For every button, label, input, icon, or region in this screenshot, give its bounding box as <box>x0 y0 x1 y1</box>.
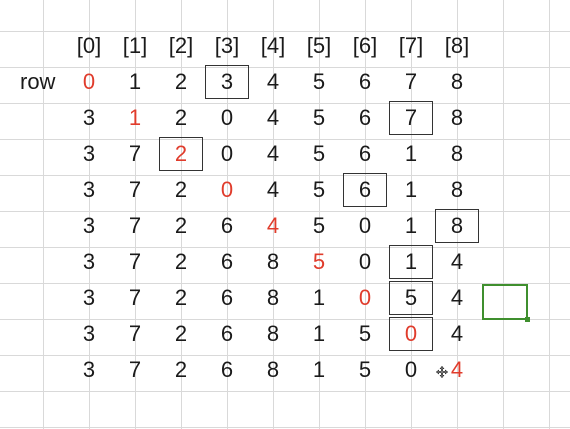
table-cell[interactable]: 0 <box>220 105 234 130</box>
table-cell[interactable]: 1 <box>312 357 326 382</box>
column-header: [3] <box>214 33 240 58</box>
table-cell[interactable]: 2 <box>174 69 188 94</box>
table-cell[interactable]: 3 <box>82 249 96 274</box>
table-cell[interactable]: 8 <box>266 285 280 310</box>
column-header: [7] <box>398 33 424 58</box>
table-cell[interactable]: 2 <box>174 357 188 382</box>
table-cell[interactable]: 2 <box>174 213 188 238</box>
table-cell[interactable]: 1 <box>404 177 418 202</box>
table-cell[interactable]: 7 <box>128 321 142 346</box>
table-cell[interactable]: 5 <box>358 321 372 346</box>
table-cell[interactable]: 3 <box>82 177 96 202</box>
table-cell[interactable]: 6 <box>358 69 372 94</box>
table-cell[interactable]: 8 <box>450 141 464 166</box>
table-cell[interactable]: 6 <box>358 141 372 166</box>
column-header: [0] <box>76 33 102 58</box>
table-cell[interactable]: 0 <box>388 316 434 352</box>
table-cell[interactable]: 0 <box>358 213 372 238</box>
table-cell[interactable]: 2 <box>174 105 188 130</box>
table-cell[interactable]: 8 <box>266 249 280 274</box>
table-cell[interactable]: 3 <box>82 321 96 346</box>
table-cell[interactable]: 7 <box>388 100 434 136</box>
table-cell[interactable]: 5 <box>312 141 326 166</box>
table-cell[interactable]: 6 <box>358 105 372 130</box>
table-cell[interactable]: 6 <box>220 357 234 382</box>
table-cell[interactable]: 2 <box>174 321 188 346</box>
table-cell[interactable]: 4 <box>266 69 280 94</box>
table-cell[interactable]: 4 <box>450 249 464 274</box>
table-cell[interactable]: 1 <box>128 105 142 130</box>
table-cell[interactable]: 7 <box>404 69 418 94</box>
table-cell[interactable]: 8 <box>434 208 480 244</box>
table-cell[interactable]: 4 <box>266 141 280 166</box>
column-header: [8] <box>444 33 470 58</box>
table-cell[interactable]: 4 <box>450 321 464 346</box>
table-cell[interactable]: 5 <box>312 69 326 94</box>
table-cell[interactable]: 6 <box>220 213 234 238</box>
table-cell[interactable]: 4 <box>450 285 464 310</box>
move-cursor-icon <box>436 366 448 378</box>
table-cell[interactable]: 1 <box>128 69 142 94</box>
table-cell[interactable]: 5 <box>312 249 326 274</box>
table-cell[interactable]: 2 <box>174 285 188 310</box>
table-cell[interactable]: 3 <box>82 357 96 382</box>
table-cell[interactable]: 0 <box>404 357 418 382</box>
table-cell[interactable]: 0 <box>358 249 372 274</box>
table-cell[interactable]: 6 <box>220 321 234 346</box>
table-cell[interactable]: 5 <box>358 357 372 382</box>
table-cell[interactable]: 7 <box>128 177 142 202</box>
table-cell[interactable]: 1 <box>388 244 434 280</box>
table-cell[interactable]: 7 <box>128 357 142 382</box>
table-cell[interactable]: 8 <box>266 357 280 382</box>
table-cell[interactable]: 2 <box>174 249 188 274</box>
table-cell[interactable]: 3 <box>204 64 250 100</box>
column-header: [6] <box>352 33 378 58</box>
column-header: [2] <box>168 33 194 58</box>
table-cell[interactable]: 8 <box>450 177 464 202</box>
selected-cell[interactable] <box>482 284 530 322</box>
table-cell[interactable]: 0 <box>358 285 372 310</box>
table-cell[interactable]: 4 <box>266 105 280 130</box>
table-cell[interactable]: 3 <box>82 141 96 166</box>
table-cell[interactable]: 0 <box>82 69 96 94</box>
table-cell[interactable]: 5 <box>312 213 326 238</box>
row-label: row <box>20 69 56 94</box>
table-cell[interactable]: 1 <box>404 213 418 238</box>
table-cell[interactable]: 2 <box>158 136 204 172</box>
table-cell[interactable]: 2 <box>174 177 188 202</box>
table-cell[interactable]: 5 <box>388 280 434 316</box>
table-cell[interactable]: 1 <box>404 141 418 166</box>
table-cell[interactable]: 8 <box>450 105 464 130</box>
table-cell[interactable]: 4 <box>266 213 280 238</box>
table-cell[interactable]: 5 <box>312 105 326 130</box>
table-cell[interactable]: 7 <box>128 213 142 238</box>
column-header: [1] <box>122 33 148 58</box>
table-cell[interactable]: 6 <box>220 285 234 310</box>
table-cell[interactable]: 4 <box>450 357 464 382</box>
table-cell[interactable]: 8 <box>450 69 464 94</box>
table-cell[interactable]: 7 <box>128 285 142 310</box>
table-cell[interactable]: 8 <box>266 321 280 346</box>
table-cell[interactable]: 6 <box>220 249 234 274</box>
table-cell[interactable]: 3 <box>82 213 96 238</box>
table-cell[interactable]: 1 <box>312 285 326 310</box>
table-cell[interactable]: 7 <box>128 141 142 166</box>
table-cell[interactable]: 7 <box>128 249 142 274</box>
table-cell[interactable]: 3 <box>82 105 96 130</box>
table-cell[interactable]: 0 <box>220 177 234 202</box>
table-cell[interactable]: 5 <box>312 177 326 202</box>
table-cell[interactable]: 3 <box>82 285 96 310</box>
table-cell[interactable]: 0 <box>220 141 234 166</box>
table-cell[interactable]: 4 <box>266 177 280 202</box>
table-cell[interactable]: 6 <box>342 172 388 208</box>
column-header: [5] <box>306 33 332 58</box>
column-header: [4] <box>260 33 286 58</box>
table-cell[interactable]: 1 <box>312 321 326 346</box>
